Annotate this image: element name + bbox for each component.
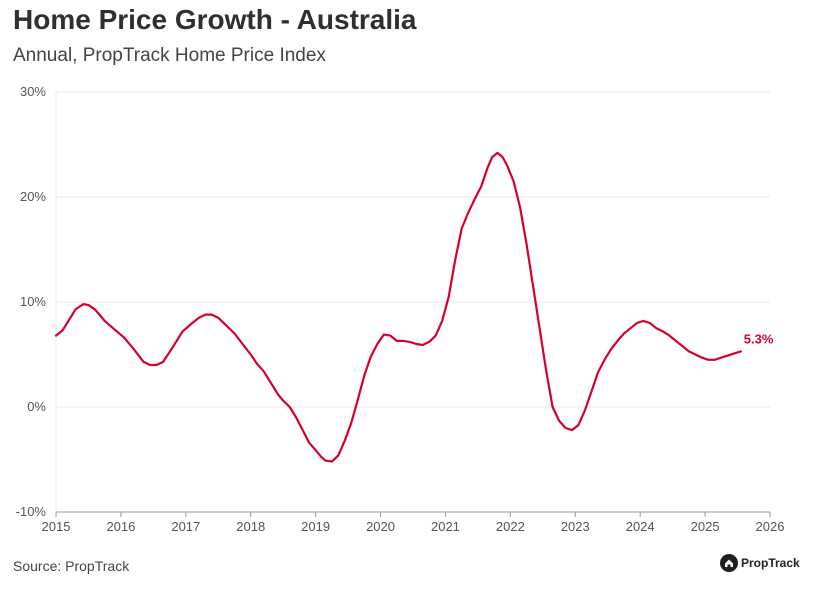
chart-title: Home Price Growth - Australia: [13, 4, 417, 35]
y-tick-label: 0%: [27, 399, 46, 414]
x-tick-label: 2021: [431, 519, 460, 534]
label-layer: 5.3%: [744, 331, 774, 346]
end-value-label: 5.3%: [744, 331, 774, 346]
proptrack-logo-text: PropTrack: [741, 556, 800, 570]
x-tick-label: 2018: [236, 519, 265, 534]
x-tick-label: 2026: [756, 519, 785, 534]
x-tick-label: 2022: [496, 519, 525, 534]
chart-subtitle: Annual, PropTrack Home Price Index: [13, 45, 326, 66]
grid-layer: [56, 91, 770, 513]
x-tick-label: 2016: [106, 519, 135, 534]
series-line: [54, 151, 742, 463]
x-tick-label: 2023: [561, 519, 590, 534]
axis-layer: 30% 20% 10% 0% -10%2015 2016 2017 2018 2019 2020 2…: [16, 84, 785, 534]
y-tick-label: 10%: [20, 294, 46, 309]
x-tick-label: 2017: [171, 519, 200, 534]
series-layer: [54, 151, 742, 463]
y-tick-label: 20%: [20, 189, 46, 204]
x-tick-label: 2015: [42, 519, 71, 534]
x-tick-label: 2020: [366, 519, 395, 534]
source-note: Source: PropTrack: [13, 558, 130, 574]
proptrack-logo-icon: [720, 554, 738, 572]
y-tick-label: 30%: [20, 84, 46, 99]
x-tick-label: 2024: [626, 519, 655, 534]
proptrack-logo: PropTrack: [720, 554, 800, 572]
y-tick-label: -10%: [16, 504, 47, 519]
x-tick-label: 2019: [301, 519, 330, 534]
x-tick-label: 2025: [691, 519, 720, 534]
